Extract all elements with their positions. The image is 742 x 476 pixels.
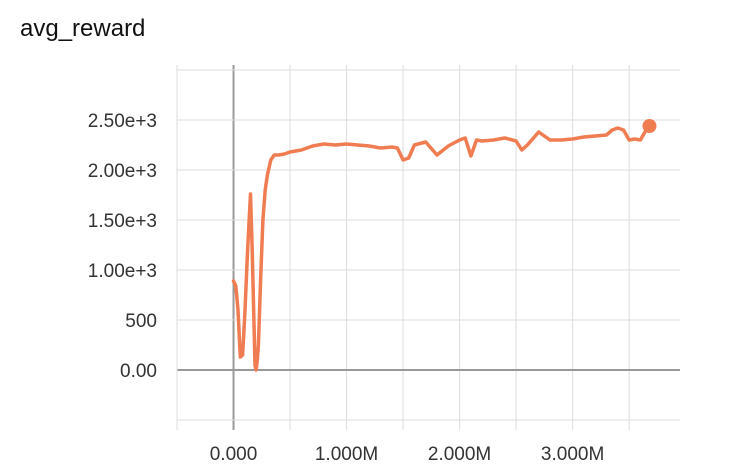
last-point-marker — [642, 119, 657, 133]
grid-layer — [176, 65, 680, 430]
y-tick-label: 500 — [125, 311, 157, 332]
y-tick-label: 0.00 — [120, 361, 157, 382]
x-tick-label: 2.000M — [428, 444, 491, 465]
y-tick-label: 2.50e+3 — [88, 111, 157, 132]
y-tick-label: 2.00e+3 — [88, 161, 157, 182]
series-layer — [231, 119, 657, 372]
x-tick-label: 0.000 — [210, 444, 258, 465]
x-tick-label: 3.000M — [541, 444, 604, 465]
y-tick-label: 1.00e+3 — [88, 261, 157, 282]
y-tick-label: 1.50e+3 — [88, 211, 157, 232]
x-tick-label: 1.000M — [315, 444, 378, 465]
chart-title: avg_reward — [20, 15, 146, 42]
series-line — [231, 124, 652, 372]
tick-layer: 0.00 500 1.00e+3 1.50e+3 2.00e+3 2.50e+3 0.000… — [88, 111, 605, 465]
